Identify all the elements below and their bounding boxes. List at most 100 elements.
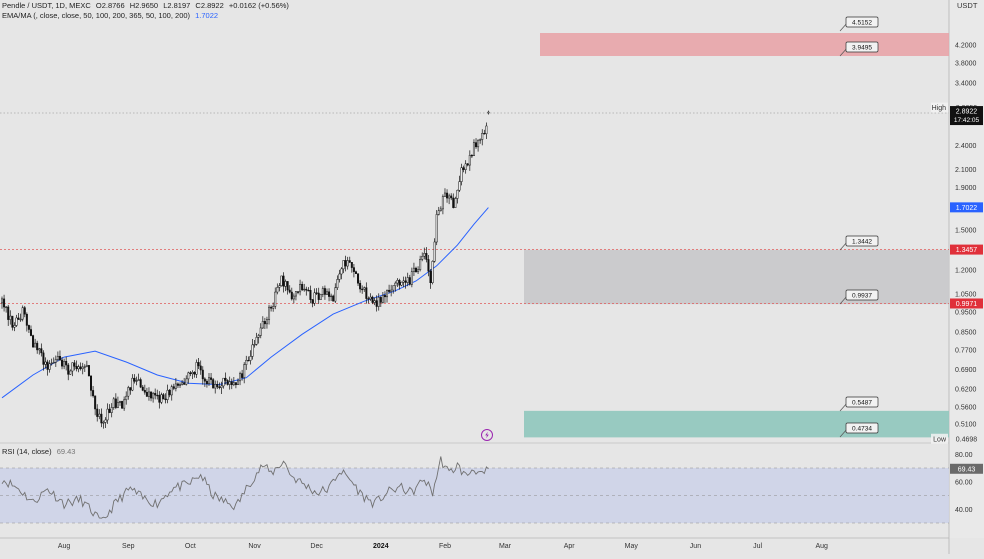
candle-body — [38, 348, 41, 351]
candle-body — [383, 295, 386, 298]
candle-body — [276, 287, 279, 293]
candle-body — [9, 315, 12, 320]
price-tick-label: 3.4000 — [955, 80, 977, 87]
candle-body — [87, 365, 90, 377]
symbol-name[interactable]: Pendle / USDT, 1D, MEXC — [2, 1, 91, 10]
candle-body — [247, 359, 250, 362]
candle-body — [65, 361, 68, 366]
candle-body — [456, 189, 459, 199]
candle-body — [396, 279, 399, 284]
candle-body — [121, 401, 124, 409]
time-tick-label: Aug — [58, 543, 71, 550]
candle-body — [437, 210, 440, 215]
candle-body — [319, 294, 322, 300]
candle-body — [226, 380, 229, 385]
candle-body — [224, 377, 227, 381]
candle-body — [232, 382, 235, 386]
candle-body — [197, 362, 200, 367]
candle-body — [417, 269, 420, 273]
candle-body — [379, 297, 382, 303]
candle-body — [162, 394, 165, 400]
candle-body — [462, 167, 465, 170]
candle-body — [282, 275, 285, 287]
ema-layer — [1, 207, 489, 399]
rsi-value-tag: 69.43 — [958, 466, 976, 473]
zone-range — [524, 249, 949, 305]
candle-body — [201, 369, 204, 380]
candle-body — [239, 373, 242, 382]
last-price-tag: 2.8922 — [956, 109, 978, 116]
price-tick-label: 4.2000 — [955, 43, 977, 50]
rsi-name[interactable]: RSI (14, close) — [2, 447, 52, 456]
candle-body — [460, 167, 463, 182]
candle-body — [135, 380, 138, 382]
time-tick-label: Jul — [753, 543, 762, 550]
candle-body — [42, 352, 45, 365]
candle-body — [29, 329, 32, 336]
candle-body — [290, 291, 293, 300]
candle-body — [203, 378, 206, 382]
indicator-name[interactable]: EMA/MA (, close, close, 50, 100, 200, 36… — [2, 11, 191, 20]
candle-body — [365, 287, 368, 299]
candle-body — [367, 298, 370, 300]
candle-body — [170, 386, 173, 396]
candle-body — [441, 196, 444, 210]
time-tick-label: Aug — [815, 543, 828, 550]
candle-body — [280, 275, 283, 286]
callout-box — [845, 16, 879, 28]
candle-body — [77, 366, 80, 370]
zone-resistance — [540, 33, 949, 56]
time-tick-label: Dec — [310, 543, 323, 550]
candle-body — [241, 373, 244, 378]
time-tick-label: Mar — [499, 543, 512, 550]
candle-body — [189, 372, 192, 374]
price-tags: High2.96502.892217:42:051.70221.34570.99… — [931, 102, 983, 474]
candle-body — [406, 277, 409, 283]
candle-body — [261, 321, 264, 329]
candle-body — [485, 125, 488, 135]
rsi-value: 69.43 — [56, 447, 76, 456]
candle-body — [123, 399, 126, 409]
candle-body — [458, 181, 461, 191]
price-tick-label: 2.1000 — [955, 167, 977, 174]
candle-body — [483, 133, 486, 135]
candle-body — [218, 386, 221, 388]
price-axis-panel[interactable] — [949, 0, 984, 538]
candle-body — [164, 398, 167, 401]
candle-body — [263, 321, 266, 325]
rsi-tick-label: 80.00 — [955, 452, 973, 459]
candle-body — [412, 267, 415, 272]
candle-body — [481, 133, 484, 140]
candle-body — [54, 359, 57, 363]
candles-layer — [1, 110, 490, 429]
candle-body — [253, 343, 256, 346]
callouts-layer: 4.5152 3.9495 1.3442 0.9937 0.5487 0.4734 — [839, 16, 879, 438]
candle-body — [114, 398, 117, 408]
time-tick-label: 2024 — [373, 543, 389, 550]
candle-body — [270, 306, 273, 309]
candle-body — [205, 380, 208, 384]
candle-body — [301, 283, 304, 291]
candle-body — [400, 281, 403, 286]
replay-icon[interactable] — [481, 429, 493, 441]
candle-body — [265, 319, 268, 325]
candle-body — [108, 408, 111, 413]
price-tick-label: 0.5600 — [955, 405, 977, 412]
candle-body — [73, 362, 76, 367]
candle-body — [472, 142, 475, 156]
candle-body — [129, 387, 132, 391]
candle-body — [346, 260, 349, 267]
callout-label: 4.5152 — [852, 20, 872, 27]
candle-body — [185, 378, 188, 385]
candle-body — [470, 154, 473, 157]
price-tick-label: 0.5100 — [955, 422, 977, 429]
candle-body — [168, 389, 171, 396]
candle-body — [257, 335, 260, 338]
candle-body — [36, 342, 39, 351]
candle-body — [251, 344, 254, 357]
price-tick-label: 1.9000 — [955, 185, 977, 192]
candle-body — [160, 394, 163, 403]
callout-box — [845, 422, 879, 434]
candle-body — [79, 366, 82, 370]
